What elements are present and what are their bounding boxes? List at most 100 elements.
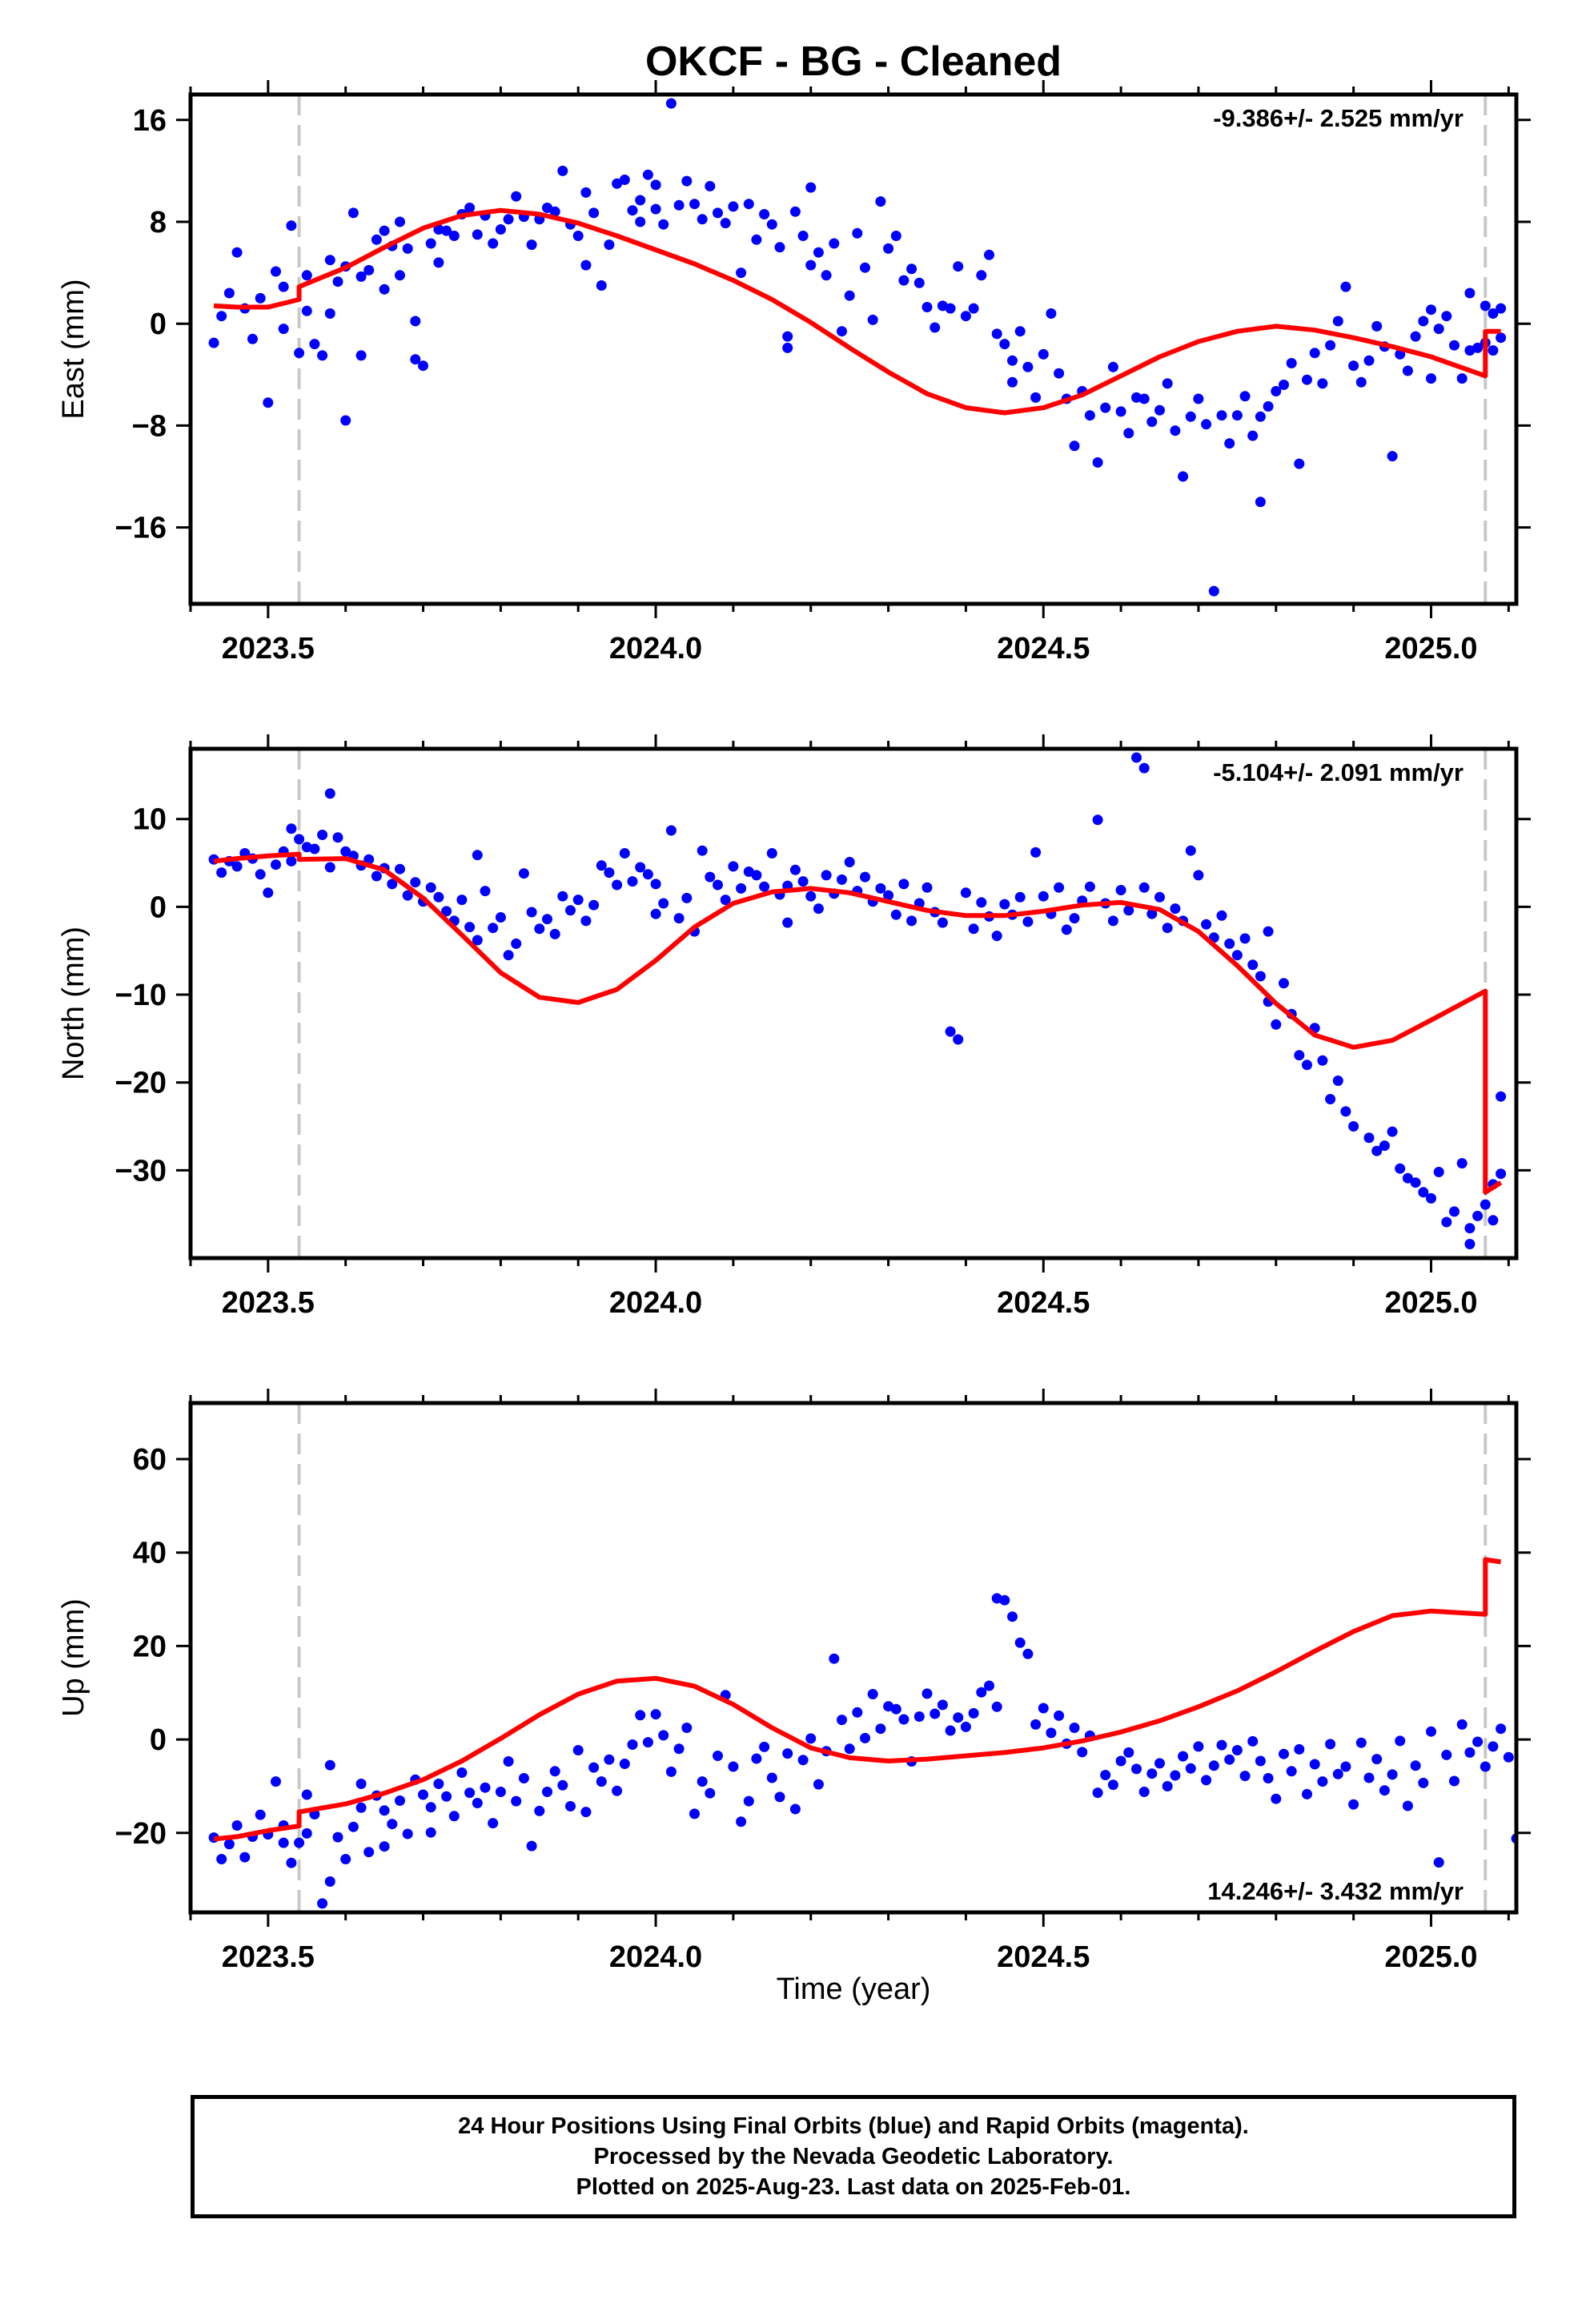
footer-caption: 24 Hour Positions Using Final Orbits (bl… bbox=[191, 2095, 1516, 2218]
north-point-163 bbox=[1426, 1192, 1436, 1204]
north-point-45 bbox=[534, 923, 545, 935]
north-point-166 bbox=[1449, 1206, 1460, 1217]
up-point-111 bbox=[1014, 1637, 1026, 1648]
east-x-tick-label: 2025.0 bbox=[1384, 632, 1477, 665]
up-point-101 bbox=[945, 1725, 956, 1736]
up-point-141 bbox=[1247, 1735, 1259, 1747]
east-y-tick-label: 0 bbox=[150, 308, 167, 341]
north-point-84 bbox=[821, 870, 832, 881]
up-point-37 bbox=[448, 1811, 460, 1822]
up-point-103 bbox=[960, 1721, 971, 1732]
up-point-89 bbox=[852, 1707, 863, 1718]
east-point-90 bbox=[805, 182, 817, 193]
up-point-39 bbox=[464, 1787, 476, 1799]
up-point-163 bbox=[1418, 1777, 1429, 1788]
north-point-164 bbox=[1433, 1167, 1444, 1177]
east-point-39 bbox=[441, 225, 452, 236]
up-point-174 bbox=[1503, 1751, 1514, 1763]
east-point-3 bbox=[231, 247, 243, 258]
north-point-139 bbox=[1239, 933, 1251, 944]
up-point-130 bbox=[1162, 1781, 1173, 1791]
east-x-tick-label: 2023.5 bbox=[222, 632, 315, 665]
up-point-63 bbox=[650, 1709, 661, 1720]
east-x-tick-label: 2024.5 bbox=[997, 632, 1090, 665]
north-point-25 bbox=[387, 879, 398, 890]
up-point-62 bbox=[642, 1737, 653, 1748]
north-point-126 bbox=[1138, 882, 1150, 893]
east-point-43 bbox=[472, 229, 483, 240]
footer-line-2: Processed by the Nevada Geodetic Laborat… bbox=[593, 2144, 1114, 2169]
up-point-109 bbox=[999, 1594, 1010, 1606]
up-point-18 bbox=[324, 1759, 335, 1771]
up-point-26 bbox=[379, 1805, 390, 1816]
up-point-125 bbox=[1123, 1747, 1134, 1758]
north-point-124 bbox=[1131, 752, 1142, 763]
up-point-153 bbox=[1340, 1761, 1351, 1772]
east-point-59 bbox=[588, 207, 600, 219]
up-point-136 bbox=[1208, 1760, 1219, 1771]
up-point-51 bbox=[557, 1779, 568, 1791]
north-point-42 bbox=[511, 938, 522, 949]
east-point-139 bbox=[1170, 425, 1181, 436]
up-point-20 bbox=[340, 1854, 351, 1864]
east-y-tick-label: −8 bbox=[132, 409, 167, 443]
north-point-155 bbox=[1363, 1132, 1375, 1144]
east-point-95 bbox=[837, 326, 847, 337]
east-point-85 bbox=[774, 242, 785, 253]
up-point-69 bbox=[697, 1776, 708, 1787]
up-point-156 bbox=[1363, 1772, 1375, 1783]
up-point-66 bbox=[673, 1743, 685, 1755]
east-point-161 bbox=[1332, 316, 1343, 327]
east-point-26 bbox=[371, 234, 382, 245]
east-point-61 bbox=[604, 239, 615, 251]
east-point-74 bbox=[689, 199, 700, 210]
north-point-67 bbox=[697, 845, 708, 856]
up-point-53 bbox=[572, 1745, 584, 1755]
up-point-35 bbox=[433, 1779, 444, 1789]
east-point-115 bbox=[991, 328, 1002, 340]
up-point-14 bbox=[301, 1827, 312, 1839]
x-axis-label: Time (year) bbox=[777, 1972, 931, 2006]
north-point-1 bbox=[216, 867, 227, 879]
north-point-43 bbox=[518, 868, 529, 879]
north-point-128 bbox=[1154, 891, 1165, 903]
north-point-56 bbox=[619, 848, 630, 858]
east-point-83 bbox=[759, 209, 770, 219]
north-x-tick-label: 2025.0 bbox=[1384, 1286, 1477, 1320]
east-point-155 bbox=[1286, 358, 1297, 368]
panel-east: 2023.5 2024.0 2024.5 2025.0 16 8 0 −8 −16 East (m… bbox=[57, 80, 1531, 665]
east-point-93 bbox=[821, 270, 832, 281]
up-point-118 bbox=[1069, 1723, 1080, 1733]
east-point-37 bbox=[433, 224, 444, 235]
east-point-120 bbox=[1022, 361, 1034, 372]
north-point-134 bbox=[1201, 919, 1212, 930]
up-point-40 bbox=[472, 1798, 483, 1808]
east-point-12 bbox=[294, 348, 305, 359]
up-point-168 bbox=[1456, 1719, 1468, 1730]
east-point-21 bbox=[340, 415, 351, 426]
east-point-17 bbox=[324, 308, 335, 319]
up-point-48 bbox=[534, 1805, 545, 1816]
north-point-118 bbox=[1084, 881, 1095, 892]
east-point-77 bbox=[713, 207, 723, 219]
east-point-132 bbox=[1115, 406, 1126, 417]
east-point-68 bbox=[650, 179, 661, 191]
north-point-130 bbox=[1170, 903, 1181, 915]
east-point-181 bbox=[1472, 342, 1484, 353]
north-point-38 bbox=[480, 886, 491, 897]
east-point-0 bbox=[208, 337, 219, 348]
north-point-63 bbox=[665, 825, 677, 836]
east-point-136 bbox=[1146, 416, 1158, 428]
east-point-182 bbox=[1480, 300, 1491, 312]
east-point-9 bbox=[278, 324, 289, 335]
up-point-60 bbox=[627, 1739, 638, 1750]
up-point-50 bbox=[549, 1766, 560, 1777]
east-point-170 bbox=[1402, 365, 1413, 376]
east-point-76 bbox=[705, 181, 716, 191]
up-point-157 bbox=[1371, 1754, 1383, 1765]
north-point-64 bbox=[673, 913, 685, 924]
east-point-160 bbox=[1325, 340, 1336, 351]
east-point-102 bbox=[890, 231, 901, 241]
north-point-60 bbox=[650, 879, 661, 890]
up-point-84 bbox=[813, 1779, 824, 1790]
